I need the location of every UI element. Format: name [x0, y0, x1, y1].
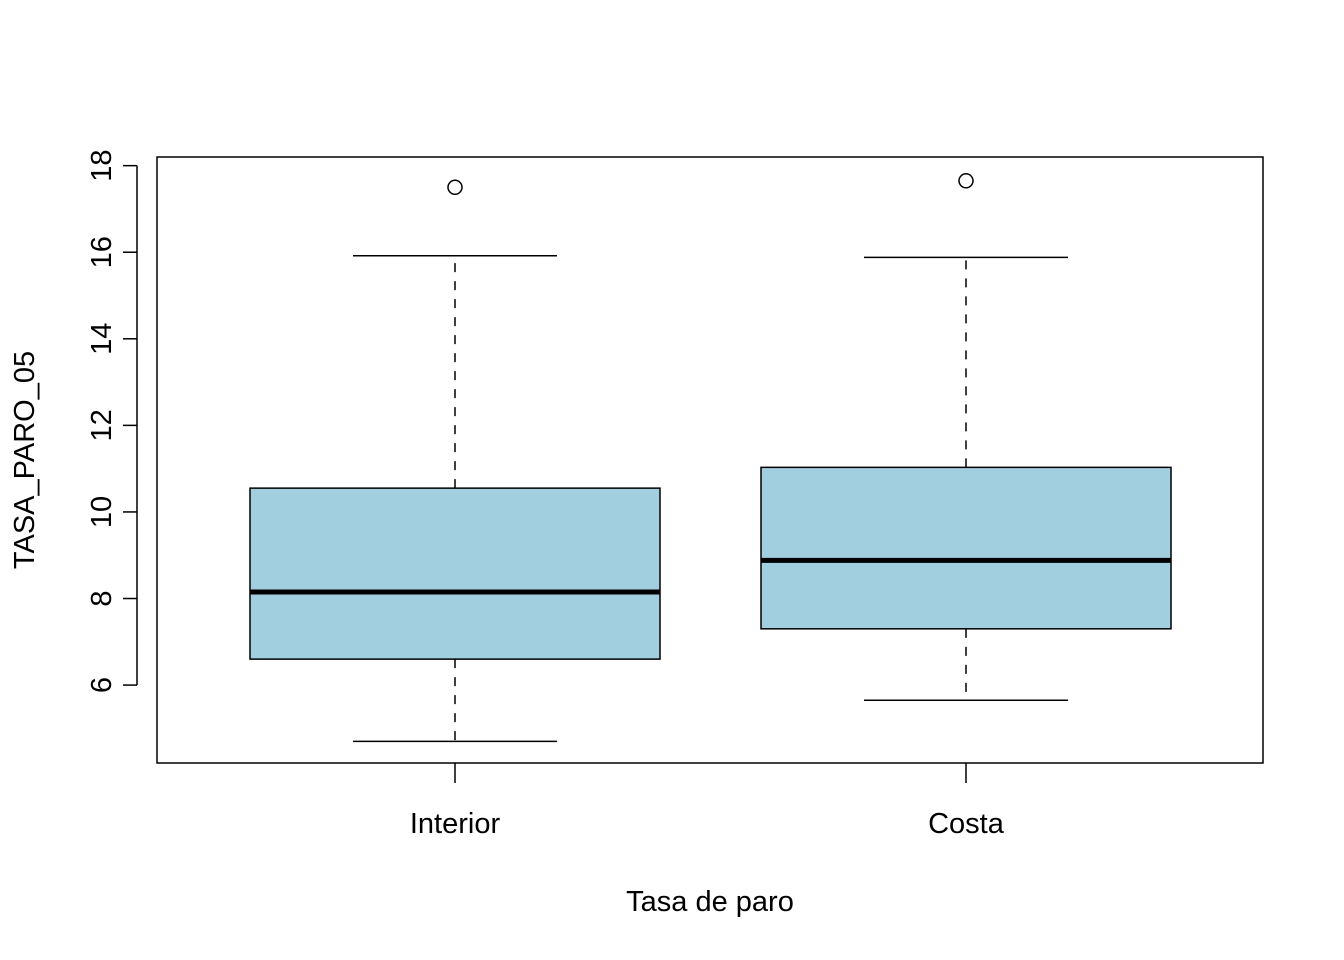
- y-tick-label: 6: [86, 677, 118, 693]
- y-tick-label: 18: [86, 150, 118, 182]
- iqr-box: [249, 487, 661, 660]
- outlier-point: [958, 173, 974, 189]
- x-category-label: Interior: [410, 808, 501, 840]
- box-costa: [760, 173, 1172, 701]
- boxes-group: [249, 173, 1172, 743]
- iqr-box: [760, 466, 1172, 630]
- y-axis-title: TASA_PARO_05: [9, 351, 41, 569]
- y-axis: 6 8 10 12 14 16 18: [86, 150, 138, 693]
- y-tick-label: 16: [86, 236, 118, 268]
- y-tick-label: 14: [86, 323, 118, 355]
- y-tick-label: 10: [86, 496, 118, 528]
- box-interior: [249, 179, 661, 743]
- y-tick-label: 12: [86, 409, 118, 441]
- x-axis: Interior Costa: [410, 763, 1005, 840]
- outlier-point: [447, 179, 463, 196]
- y-tick-label: 8: [86, 590, 118, 606]
- x-category-label: Costa: [928, 808, 1005, 840]
- x-axis-title: Tasa de paro: [626, 886, 794, 918]
- plot-frame: [156, 156, 1264, 764]
